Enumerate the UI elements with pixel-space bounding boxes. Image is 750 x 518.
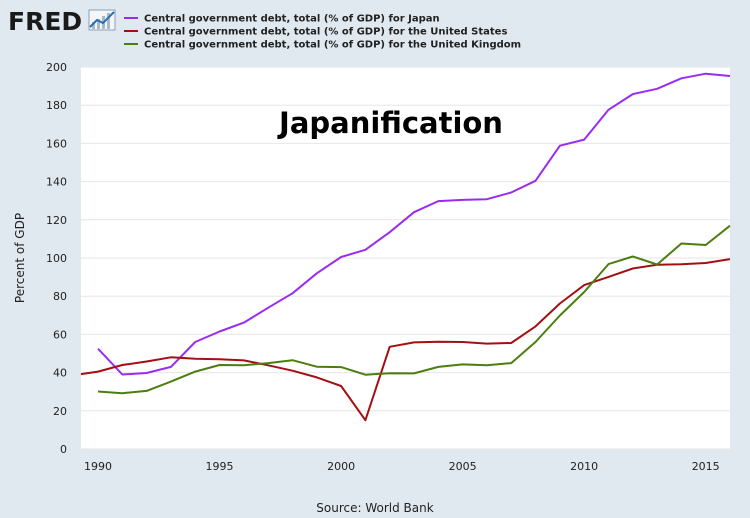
y-tick-label: 160 <box>46 137 67 150</box>
fred-logo-chart-icon <box>88 9 116 31</box>
x-tick-label: 1990 <box>84 460 112 473</box>
y-tick-label: 0 <box>60 443 67 456</box>
series-line-1[interactable] <box>80 258 731 422</box>
x-tick-label: 2015 <box>692 460 720 473</box>
y-tick-label: 120 <box>46 214 67 227</box>
x-axis-ticks: 1990 1995 2000 2005 2010 2015 <box>84 460 720 473</box>
y-axis-title: Percent of GDP <box>13 213 27 303</box>
x-tick-label: 2010 <box>570 460 598 473</box>
x-tick-label: 2005 <box>449 460 477 473</box>
y-tick-label: 140 <box>46 176 67 189</box>
fred-logo-text: FRED <box>8 7 82 36</box>
legend-label-2: Central government debt, total (% of GDP… <box>144 40 521 51</box>
y-tick-label: 180 <box>46 99 67 112</box>
y-tick-label: 40 <box>53 367 67 380</box>
y-tick-label: 20 <box>53 405 67 418</box>
series-line-0[interactable] <box>97 72 731 376</box>
x-tick-label: 1995 <box>206 460 234 473</box>
series-lines <box>80 72 731 422</box>
y-axis-ticks: 0 20 40 60 80 100 120 140 160 180 200 <box>46 61 67 456</box>
legend-label-0: Central government debt, total (% of GDP… <box>144 14 440 25</box>
y-tick-label: 60 <box>53 328 67 341</box>
chart-legend: Central government debt, total (% of GDP… <box>124 14 521 51</box>
y-tick-label: 200 <box>46 61 67 74</box>
y-tick-label: 80 <box>53 290 67 303</box>
fred-logo[interactable]: FRED <box>8 7 116 36</box>
source-note: Source: World Bank <box>316 501 433 515</box>
legend-label-1: Central government debt, total (% of GDP… <box>144 27 507 38</box>
y-tick-label: 100 <box>46 252 67 265</box>
x-tick-label: 2000 <box>327 460 355 473</box>
series-line-2[interactable] <box>97 224 731 395</box>
chart-annotation: Japanification <box>277 106 503 140</box>
